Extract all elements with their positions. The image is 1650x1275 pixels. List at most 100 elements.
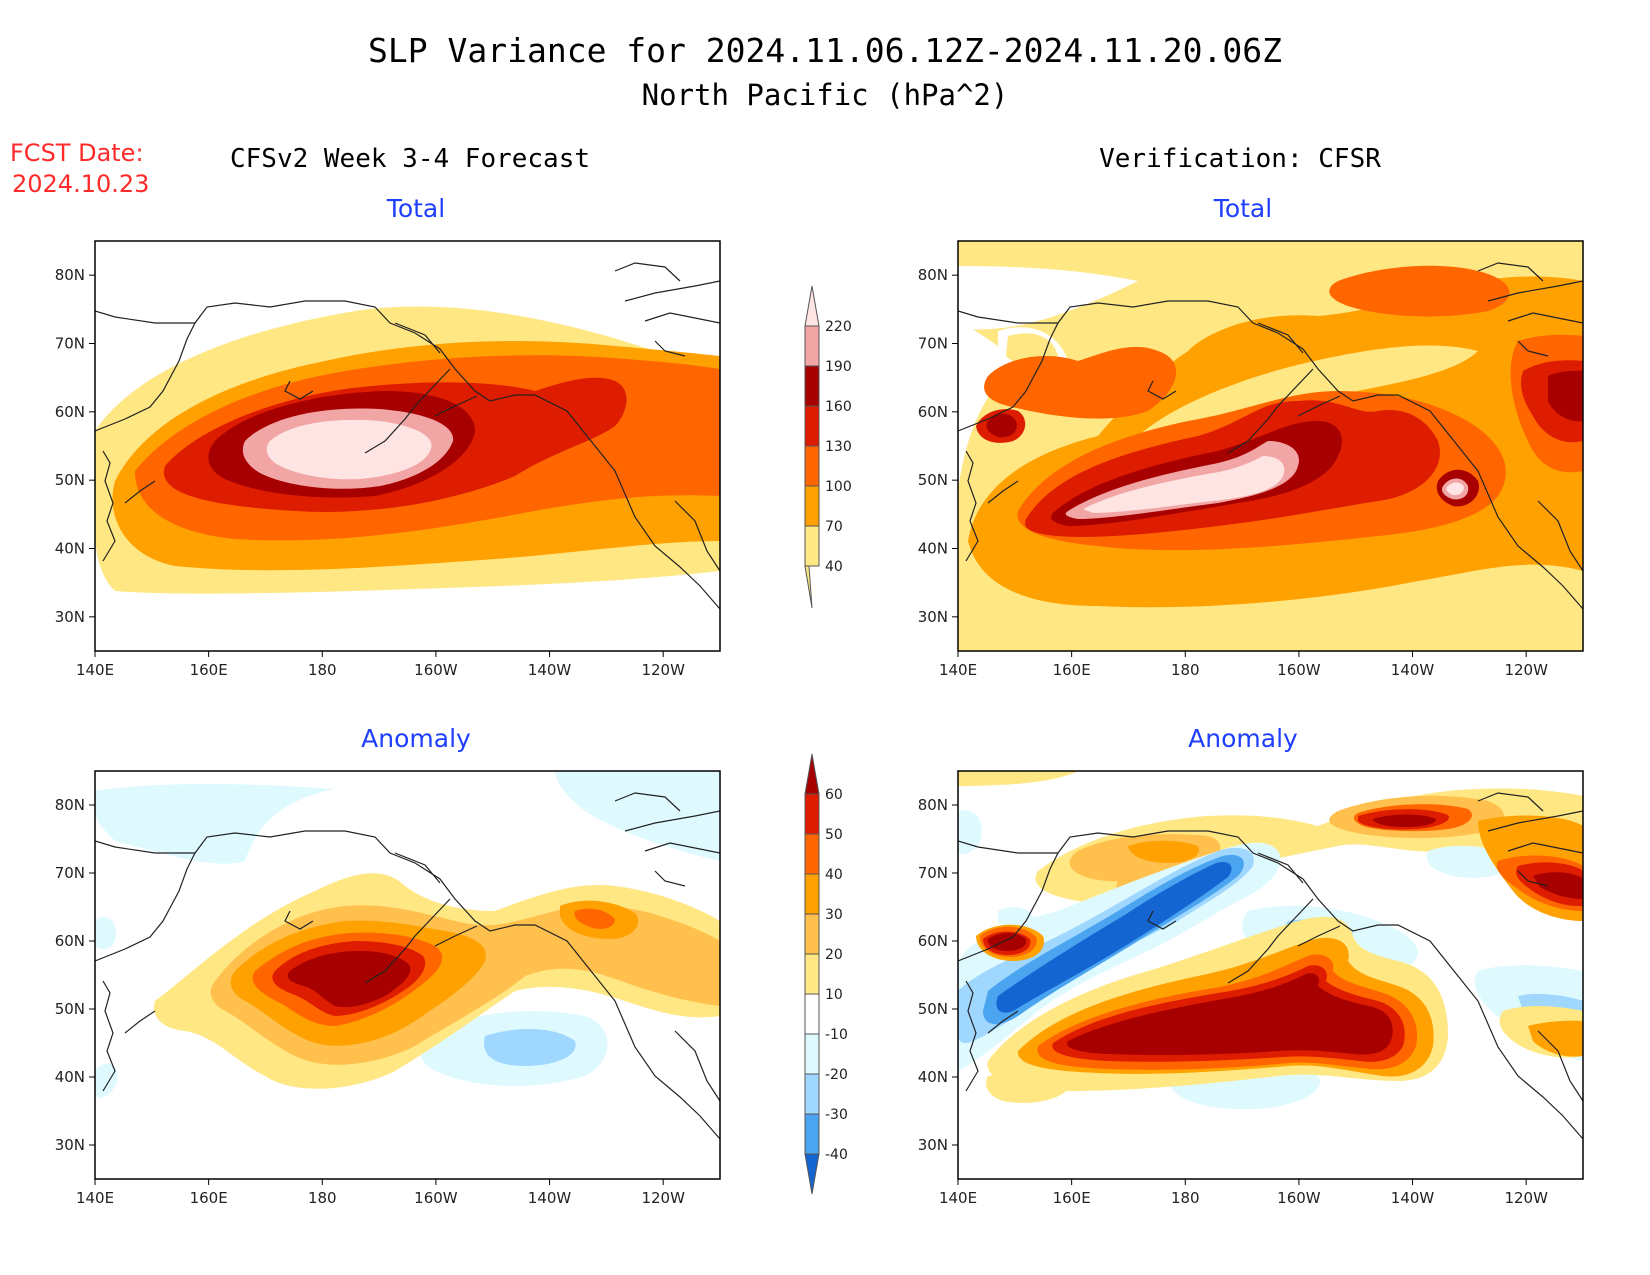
colorbar-anomaly-label-30: 30 <box>825 907 843 923</box>
lat-tick-label-verification-total: 70N <box>918 335 948 353</box>
lon-tick-label-forecast-anomaly: 120W <box>641 1189 685 1207</box>
colorbar-anomaly: 60 50 40 30 20 10 -10 -20 -30 -40 <box>804 753 848 1195</box>
colorbar-anomaly-swatch-minus20-minus30 <box>804 1073 820 1115</box>
lon-tick-label-forecast-total: 140E <box>76 661 114 679</box>
lat-tick-label-verification-anomaly: 70N <box>918 864 948 882</box>
lat-tick-label-verification-anomaly: 80N <box>918 796 948 814</box>
lat-tick-label-verification-anomaly: 40N <box>918 1068 948 1086</box>
field-forecast-total <box>95 262 720 610</box>
lat-tick-label-forecast-total: 70N <box>55 335 85 353</box>
colorbar-anomaly-label-minus30: -30 <box>825 1107 848 1123</box>
lon-tick-label-verification-total: 180 <box>1171 661 1200 679</box>
colorbar-total-label-40: 40 <box>825 559 843 575</box>
lat-tick-label-verification-total: 60N <box>918 403 948 421</box>
colorbar-total-swatch-40-70 <box>804 525 820 567</box>
lon-tick-label-forecast-anomaly: 140E <box>76 1189 114 1207</box>
lat-tick-label-forecast-total: 80N <box>55 266 85 284</box>
lon-tick-label-forecast-total: 140W <box>528 661 572 679</box>
lat-tick-label-verification-anomaly: 30N <box>918 1136 948 1154</box>
lat-tick-label-forecast-anomaly: 80N <box>55 796 85 814</box>
forecast-column-title: CFSv2 Week 3-4 Forecast <box>230 144 590 174</box>
colorbar-anomaly-swatch-40-50 <box>804 833 820 875</box>
fcst-date-label: FCST Date: <box>10 139 144 167</box>
field-verification-anomaly <box>958 771 1583 1140</box>
lon-tick-label-verification-total: 160E <box>1053 661 1091 679</box>
colorbar-anomaly-label-minus20: -20 <box>825 1067 848 1083</box>
colorbar-anomaly-label-60: 60 <box>825 787 843 803</box>
colorbar-total-label-130: 130 <box>825 439 852 455</box>
panel-title-forecast-anomaly: Anomaly <box>361 724 471 753</box>
panel-title-verification-total: Total <box>1213 194 1272 223</box>
field-verification-total <box>958 241 1583 651</box>
fcst-date-value: 2024.10.23 <box>12 170 149 198</box>
colorbar-total-label-70: 70 <box>825 519 843 535</box>
lon-tick-label-verification-total: 160W <box>1277 661 1321 679</box>
colorbar-total: 40 70 100 130 160 190 220 <box>804 285 852 609</box>
colorbar-total-label-100: 100 <box>825 479 852 495</box>
lat-tick-label-verification-total: 30N <box>918 608 948 626</box>
lat-tick-label-verification-total: 50N <box>918 471 948 489</box>
colorbar-anomaly-label-50: 50 <box>825 827 843 843</box>
map-panel-verification-total <box>957 240 1584 652</box>
colorbar-total-label-220: 220 <box>825 319 852 335</box>
axes-layer: 80N 70N 60N 50N 40N 30N 140E 160E 180 160W 140W 120… <box>55 266 1548 1207</box>
lat-tick-label-forecast-anomaly: 50N <box>55 1000 85 1018</box>
main-title: SLP Variance for 2024.11.06.12Z-2024.11.… <box>368 31 1282 70</box>
lat-tick-label-verification-total: 80N <box>918 266 948 284</box>
panel-title-verification-anomaly: Anomaly <box>1188 724 1298 753</box>
lat-tick-label-verification-total: 40N <box>918 540 948 558</box>
lat-tick-label-forecast-anomaly: 30N <box>55 1136 85 1154</box>
colorbar-total-label-190: 190 <box>825 359 852 375</box>
lat-tick-label-forecast-anomaly: 70N <box>55 864 85 882</box>
colorbar-anomaly-swatch-30-40 <box>804 873 820 915</box>
lat-tick-label-verification-anomaly: 60N <box>918 932 948 950</box>
subtitle: North Pacific (hPa^2) <box>642 78 1009 112</box>
lon-tick-label-verification-anomaly: 140W <box>1391 1189 1435 1207</box>
lat-tick-label-forecast-total: 60N <box>55 403 85 421</box>
lat-tick-label-verification-anomaly: 50N <box>918 1000 948 1018</box>
lon-tick-label-verification-total: 120W <box>1504 661 1548 679</box>
colorbar-anomaly-swatch-50-60 <box>804 793 820 835</box>
map-panel-forecast-total <box>94 240 721 652</box>
lat-tick-label-forecast-total: 40N <box>55 540 85 558</box>
colorbar-total-label-160: 160 <box>825 399 852 415</box>
panel-title-forecast-total: Total <box>386 194 445 223</box>
colorbar-total-swatch-130-160 <box>804 405 820 447</box>
colorbar-total-swatch-190-220 <box>804 325 820 367</box>
map-panel-verification-anomaly <box>957 770 1584 1180</box>
lon-tick-label-forecast-total: 160W <box>414 661 458 679</box>
lon-tick-label-forecast-total: 180 <box>308 661 337 679</box>
map-panel-forecast-anomaly <box>94 770 721 1180</box>
lon-tick-label-verification-anomaly: 160W <box>1277 1189 1321 1207</box>
colorbar-anomaly-label-10: 10 <box>825 987 843 1003</box>
colorbar-anomaly-swatch-20-30 <box>804 913 820 955</box>
lon-tick-label-verification-anomaly: 140E <box>939 1189 977 1207</box>
colorbar-total-swatch-100-130 <box>804 445 820 487</box>
colorbar-total-swatch-160-190 <box>804 365 820 407</box>
lon-tick-label-forecast-total: 160E <box>190 661 228 679</box>
lon-tick-label-verification-anomaly: 180 <box>1171 1189 1200 1207</box>
lon-tick-label-verification-total: 140W <box>1391 661 1435 679</box>
colorbar-anomaly-label-minus40: -40 <box>825 1147 848 1163</box>
colorbar-anomaly-label-minus10: -10 <box>825 1027 848 1043</box>
lat-tick-label-forecast-total: 50N <box>55 471 85 489</box>
lon-tick-label-forecast-total: 120W <box>641 661 685 679</box>
lon-tick-label-verification-total: 140E <box>939 661 977 679</box>
colorbar-anomaly-swatch-minus30-minus40 <box>804 1113 820 1155</box>
lon-tick-label-forecast-anomaly: 140W <box>528 1189 572 1207</box>
lat-tick-label-forecast-anomaly: 60N <box>55 932 85 950</box>
colorbar-anomaly-swatch-neutral <box>804 993 820 1035</box>
field-forecast-anomaly <box>95 771 720 1140</box>
lon-tick-label-forecast-anomaly: 160W <box>414 1189 458 1207</box>
lon-tick-label-forecast-anomaly: 180 <box>308 1189 337 1207</box>
colorbar-anomaly-label-20: 20 <box>825 947 843 963</box>
colorbar-total-swatch-70-100 <box>804 485 820 527</box>
colorbar-anomaly-label-40: 40 <box>825 867 843 883</box>
lon-tick-label-verification-anomaly: 160E <box>1053 1189 1091 1207</box>
lat-tick-label-forecast-anomaly: 40N <box>55 1068 85 1086</box>
colorbar-anomaly-swatch-10-20 <box>804 953 820 995</box>
lat-tick-label-forecast-total: 30N <box>55 608 85 626</box>
verification-column-title: Verification: CFSR <box>1099 144 1381 174</box>
lon-tick-label-verification-anomaly: 120W <box>1504 1189 1548 1207</box>
